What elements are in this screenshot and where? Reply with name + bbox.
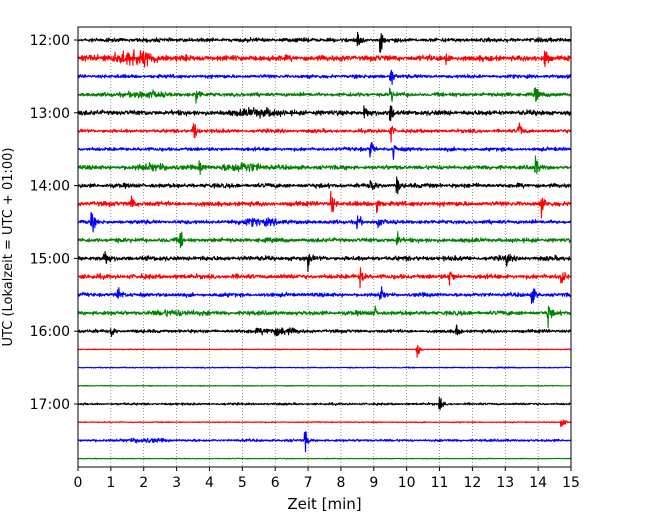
trace-1430 [77, 211, 572, 233]
x-tick-label-1: 1 [106, 475, 115, 491]
x-tick-label-2: 2 [139, 475, 148, 491]
x-tick-label-13: 13 [496, 475, 514, 491]
trace-1545 [77, 305, 572, 329]
trace-1215 [77, 49, 572, 68]
trace-1345 [77, 155, 572, 175]
x-axis-ticks: 0 1 2 3 4 5 6 7 8 9 10 11 12 13 14 15 [74, 467, 580, 491]
vertical-gridlines [110, 27, 539, 467]
y-axis-label: UTC (Lokalzeit = UTC + 01:00) [1, 148, 16, 347]
trace-1400 [77, 176, 572, 195]
y-tick-label: 17:00 [30, 397, 70, 413]
trace-1700 [77, 397, 572, 411]
trace-1245 [77, 87, 572, 104]
x-tick-label-15: 15 [562, 475, 580, 491]
x-tick-label-6: 6 [271, 475, 280, 491]
y-axis-ticks: 12:00 13:00 14:00 15:00 16:00 17:00 [30, 33, 78, 413]
trace-1500 [77, 251, 572, 273]
x-tick-label-10: 10 [398, 475, 416, 491]
x-axis-label: Zeit [min] [287, 495, 361, 513]
trace-1300 [77, 105, 572, 122]
trace-1230 [77, 69, 572, 86]
x-tick-label-11: 11 [431, 475, 449, 491]
trace-1730 [77, 431, 572, 453]
trace-1745 [77, 457, 572, 460]
trace-1615 [77, 345, 572, 358]
x-tick-label-7: 7 [304, 475, 313, 491]
trace-1330 [77, 142, 572, 160]
y-tick-label: 14:00 [30, 179, 70, 195]
x-tick-label-5: 5 [238, 475, 247, 491]
x-tick-label-12: 12 [463, 475, 481, 491]
x-tick-label-9: 9 [369, 475, 378, 491]
trace-1530 [77, 286, 572, 304]
seismogram-traces [77, 31, 572, 460]
trace-1600 [77, 324, 572, 338]
trace-1630 [77, 366, 572, 369]
trace-1645 [77, 384, 572, 387]
trace-1515 [77, 266, 572, 289]
trace-1315 [77, 122, 572, 143]
x-tick-label-0: 0 [74, 475, 83, 491]
trace-1445 [77, 231, 572, 249]
x-tick-label-4: 4 [205, 475, 214, 491]
x-tick-label-8: 8 [336, 475, 345, 491]
trace-1200 [77, 31, 572, 53]
x-tick-label-14: 14 [529, 475, 547, 491]
y-tick-label: 13:00 [30, 106, 70, 122]
y-tick-label: 15:00 [30, 251, 70, 267]
trace-1415 [77, 190, 572, 219]
x-tick-label-3: 3 [172, 475, 181, 491]
trace-1715 [77, 419, 572, 428]
y-tick-label: 16:00 [30, 324, 70, 340]
y-tick-label: 12:00 [30, 33, 70, 49]
plot-frame [77, 26, 572, 468]
